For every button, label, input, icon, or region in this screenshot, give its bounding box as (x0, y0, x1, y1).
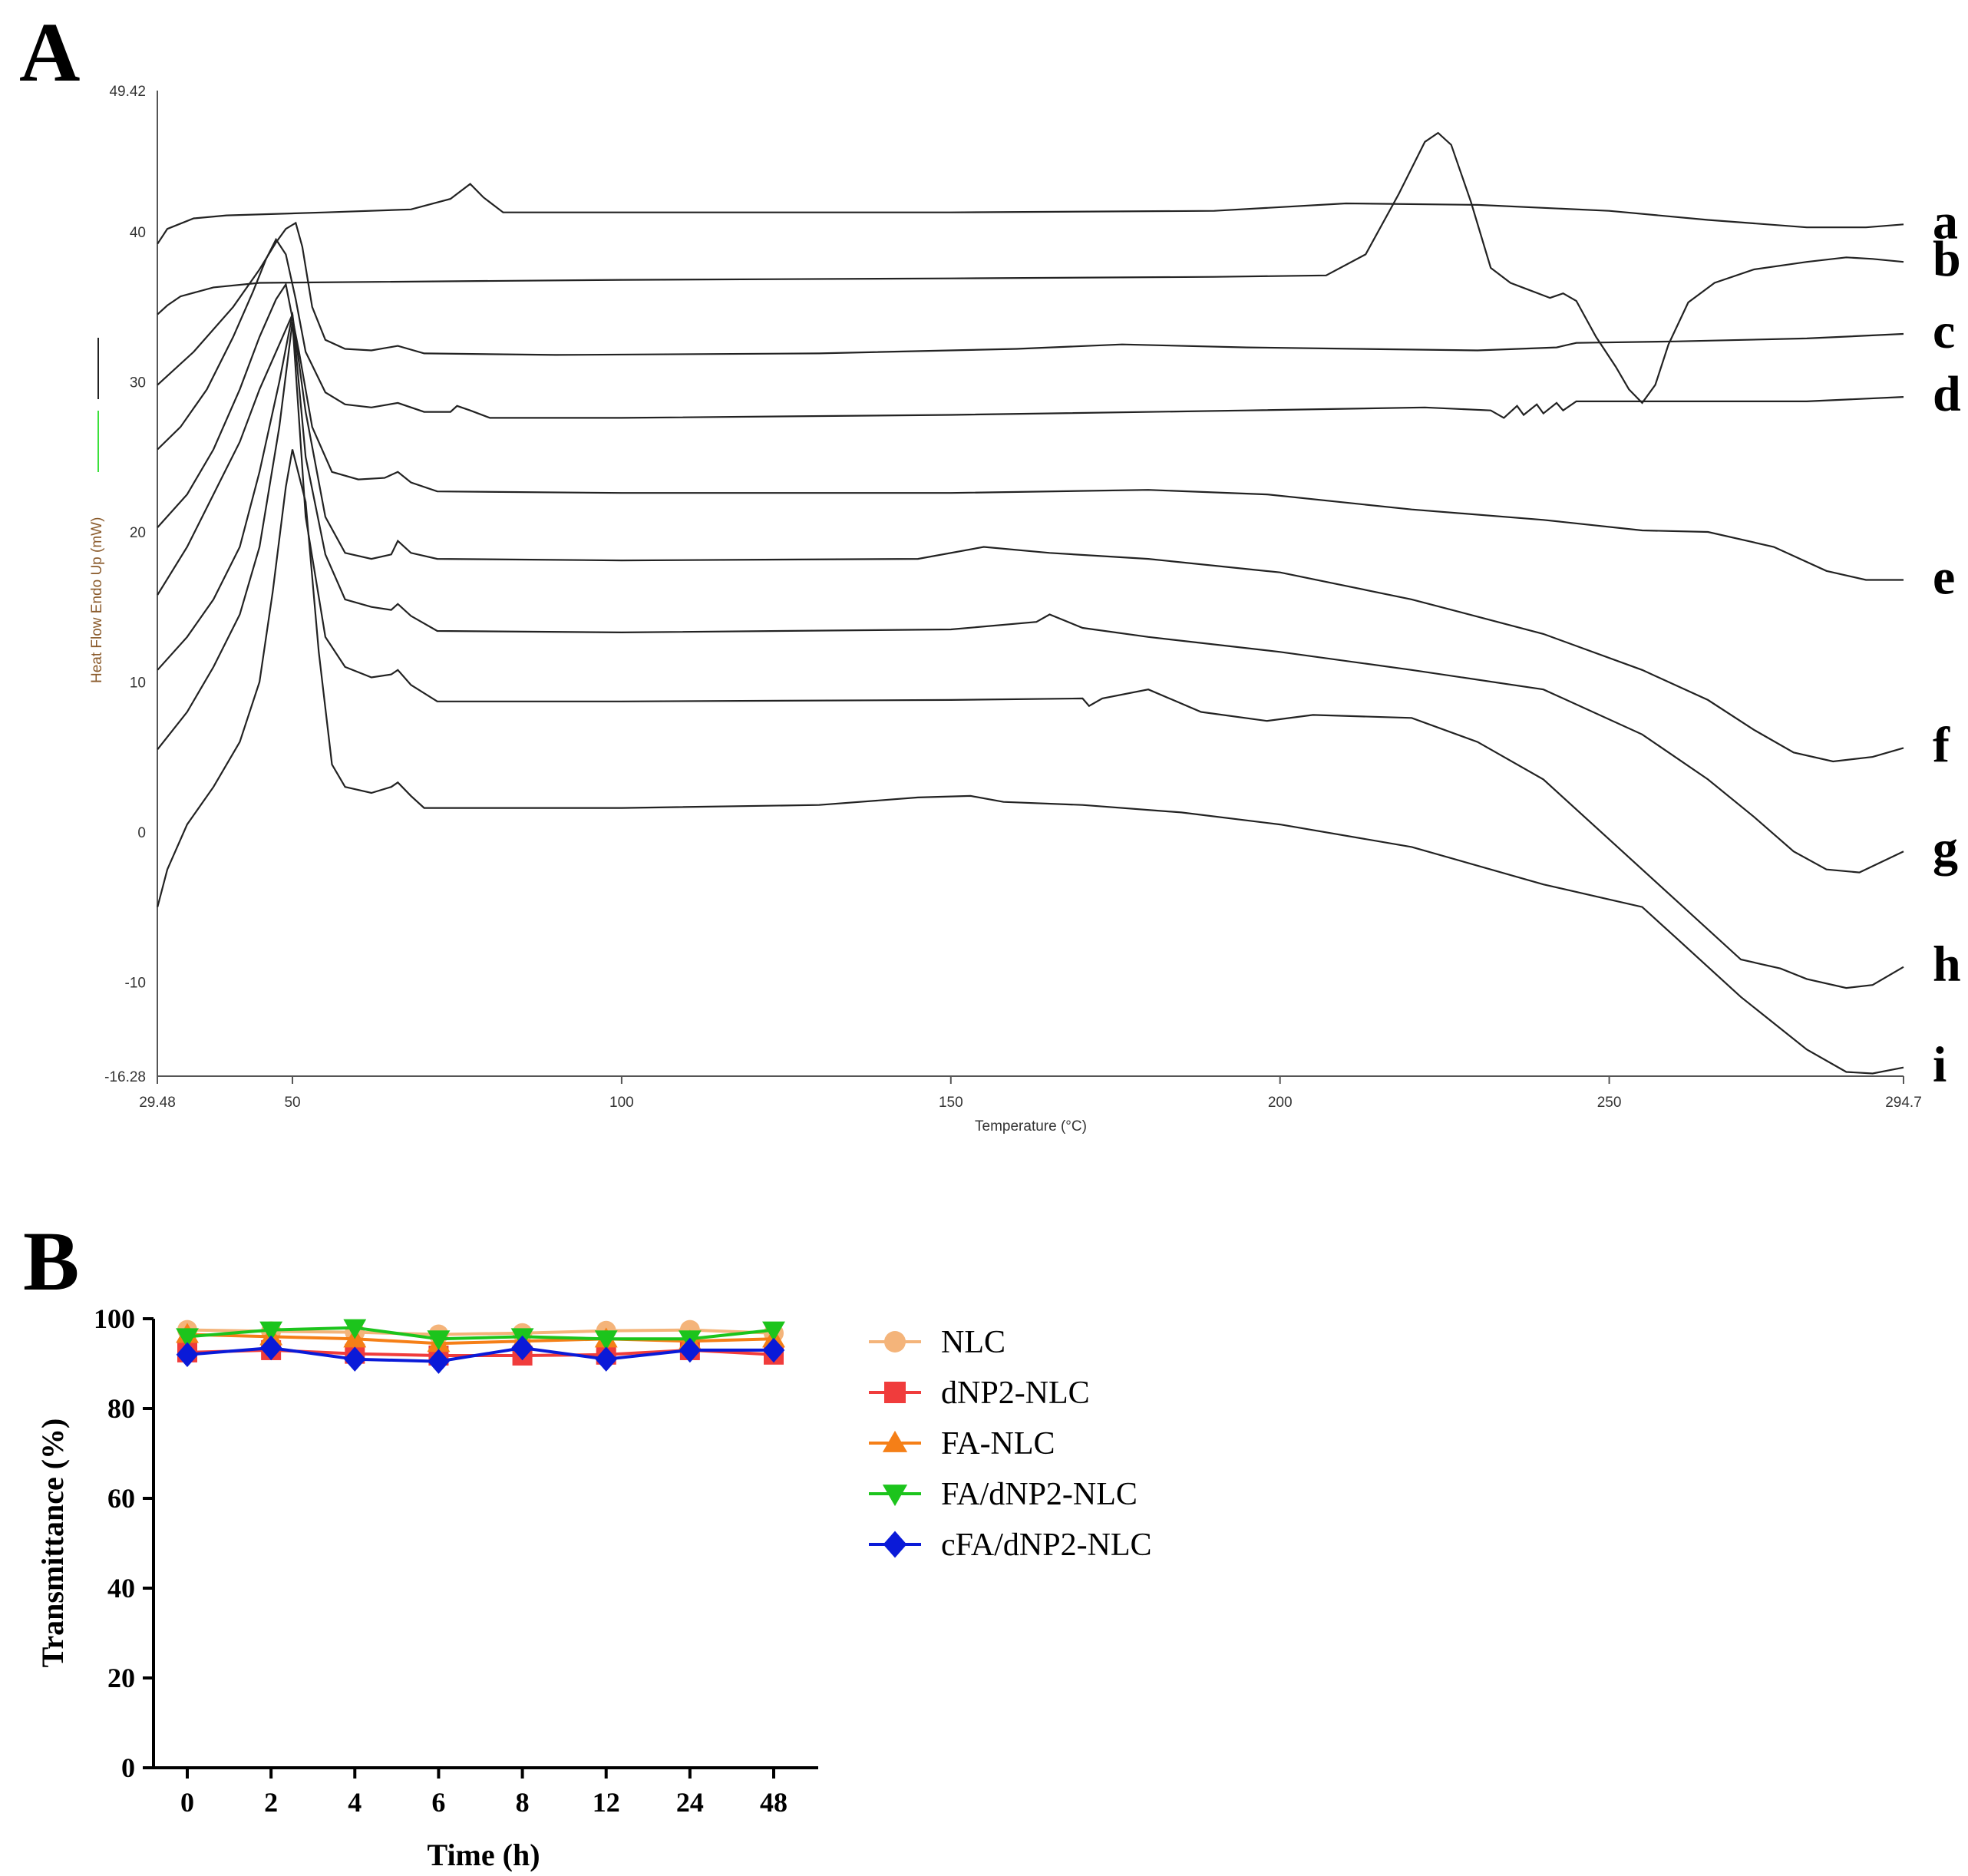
b-point-cfa-dnp2-nlc (595, 1346, 618, 1372)
dsc-y-tick-label: 10 (130, 675, 146, 691)
dsc-y-tick-label: 49.42 (109, 84, 146, 100)
b-point-fa-dnp2-nlc (594, 1330, 618, 1351)
b-point-cfa-dnp2-nlc (176, 1342, 199, 1368)
legend-label-cfa-dnp2-nlc: cFA/dNP2-NLC (941, 1528, 1152, 1563)
panel-a-letter: A (19, 5, 80, 99)
b-y-tick-label: 60 (107, 1483, 135, 1514)
b-point-fa-dnp2-nlc (427, 1330, 451, 1351)
dsc-curve-label-g: g (1933, 821, 1958, 877)
legend-marker-fa-nlc (882, 1430, 908, 1452)
panel-b-letter: B (23, 1214, 79, 1308)
b-point-cfa-dnp2-nlc (511, 1335, 533, 1361)
b-x-tick-label: 6 (431, 1787, 445, 1818)
b-y-axis-title: Transmittance (%) (35, 1419, 70, 1668)
b-y-tick-label: 20 (107, 1663, 135, 1693)
dsc-curve-f (157, 311, 1904, 763)
dsc-x-tick-label: 29.48 (139, 1095, 176, 1111)
legend-label-fa-nlc: FA-NLC (941, 1426, 1055, 1461)
b-point-fa-dnp2-nlc (176, 1328, 199, 1349)
dsc-curve-label-h: h (1933, 936, 1961, 992)
dsc-curve-label-a: a (1933, 193, 1958, 249)
dsc-curve-label-c: c (1933, 303, 1955, 359)
dsc-y-axis-title: Heat Flow Endo Up (mW) (89, 517, 105, 683)
dsc-x-axis-title: Temperature (°C) (975, 1118, 1087, 1135)
dsc-y-tick-label: -10 (125, 975, 146, 991)
b-point-cfa-dnp2-nlc (428, 1349, 450, 1374)
legend-marker-nlc (884, 1331, 906, 1353)
b-y-tick-label: 100 (94, 1303, 135, 1334)
dsc-curve-e (157, 282, 1904, 581)
dsc-x-tick-label: 50 (284, 1095, 300, 1111)
b-x-tick-label: 12 (593, 1787, 620, 1818)
b-x-tick-label: 4 (348, 1787, 362, 1818)
b-point-fa-dnp2-nlc (762, 1321, 785, 1342)
legend-label-fa-dnp2-nlc: FA/dNP2-NLC (941, 1477, 1138, 1512)
b-point-fa-dnp2-nlc (259, 1321, 283, 1342)
dsc-curve-h (157, 322, 1904, 989)
dsc-curve-i (157, 449, 1904, 1075)
b-series-line-cfa-dnp2-nlc (187, 1346, 774, 1363)
dsc-x-tick-label: 100 (609, 1095, 634, 1111)
legend-label-nlc: NLC (941, 1325, 1005, 1360)
dsc-curve-b (157, 131, 1904, 405)
dsc-y-tick-label: 30 (130, 375, 146, 391)
legend-marker-cfa-dnp2-nlc (883, 1531, 907, 1558)
b-point-cfa-dnp2-nlc (343, 1346, 366, 1372)
b-x-tick-label: 24 (676, 1787, 704, 1818)
b-point-fa-dnp2-nlc (343, 1319, 367, 1339)
dsc-curve-label-f: f (1933, 717, 1950, 773)
b-x-tick-label: 2 (264, 1787, 278, 1818)
b-series-line-nlc (187, 1328, 774, 1336)
dsc-curve-label-i: i (1933, 1037, 1947, 1093)
b-x-tick-label: 8 (516, 1787, 530, 1818)
dsc-y-tick-label: 40 (130, 225, 146, 241)
b-x-tick-label: 48 (760, 1787, 788, 1818)
b-x-tick-label: 0 (180, 1787, 194, 1818)
b-x-axis-title: Time (h) (427, 1838, 540, 1872)
dsc-curve-c (157, 221, 1904, 386)
b-legend: NLC dNP2-NLC FA-NLC FA/dNP2-NLC cFA/dNP2-NLC (869, 1325, 1152, 1563)
dsc-y-tick-label: 20 (130, 525, 146, 541)
b-y-tick-label: 0 (121, 1752, 135, 1783)
b-point-cfa-dnp2-nlc (762, 1337, 785, 1363)
dsc-y-tick-label: 0 (137, 825, 146, 841)
b-y-tick-label: 80 (107, 1393, 135, 1424)
b-series-line-fa-dnp2-nlc (187, 1326, 774, 1341)
b-y-tick-label: 40 (107, 1573, 135, 1604)
b-series-line-fa-nlc (187, 1333, 774, 1346)
dsc-curve-a (157, 183, 1904, 245)
dsc-x-tick-label: 294.7 (1885, 1095, 1922, 1111)
legend-marker-fa-dnp2-nlc (882, 1485, 908, 1507)
dsc-curve-label-e: e (1933, 550, 1955, 606)
b-point-cfa-dnp2-nlc (679, 1337, 702, 1363)
dsc-x-tick-label: 250 (1597, 1095, 1622, 1111)
dsc-curve-label-d: d (1933, 366, 1961, 422)
dsc-x-tick-label: 150 (939, 1095, 963, 1111)
dsc-y-tick-label: -16.28 (104, 1069, 146, 1085)
dsc-curve-g (157, 314, 1904, 874)
dsc-x-tick-label: 200 (1268, 1095, 1293, 1111)
legend-label-dnp2-nlc: dNP2-NLC (941, 1376, 1090, 1411)
b-point-cfa-dnp2-nlc (259, 1335, 282, 1361)
dsc-curve-label-b: b (1933, 231, 1961, 287)
dsc-curve-d (157, 237, 1904, 451)
legend-marker-dnp2-nlc (884, 1382, 906, 1403)
